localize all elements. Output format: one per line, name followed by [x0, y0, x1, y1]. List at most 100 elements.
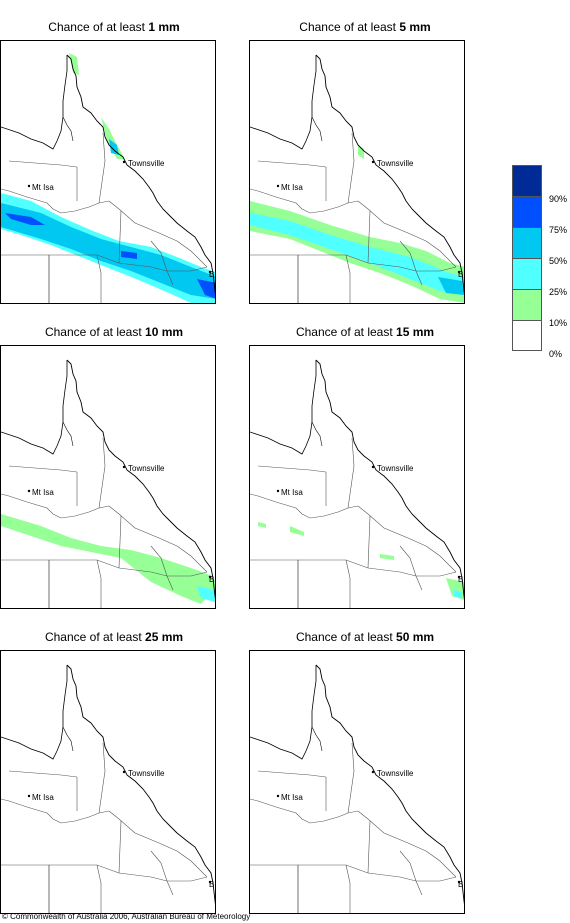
district-boundary [167, 876, 208, 882]
map-50mm: Townsville Mt Isa BRIS [249, 650, 465, 914]
district-boundary [367, 872, 417, 882]
district-boundary [8, 160, 78, 168]
townsville-label: Townsville [377, 769, 414, 778]
townsville-label: Townsville [128, 464, 165, 473]
district-boundary [1, 188, 110, 214]
district-boundary [8, 770, 78, 778]
district-boundary [345, 864, 351, 913]
peninsula-line [62, 116, 74, 142]
district-boundary [118, 820, 122, 874]
district-boundary [347, 742, 355, 814]
district-boundary [257, 770, 327, 778]
mt-isa-label: Mt Isa [281, 793, 303, 802]
district-boundary [347, 132, 355, 204]
peninsula-line [311, 116, 323, 142]
panel-title-10mm: Chance of at least 10 mm [44, 325, 184, 339]
gulf-coastline [1, 360, 68, 455]
bris-label: BRIS [458, 880, 465, 889]
district-boundary [425, 240, 457, 268]
bris-marker [208, 880, 212, 884]
townsville-marker [371, 465, 375, 469]
state-boundary [250, 559, 299, 608]
mt-isa-marker [27, 184, 31, 188]
map-15mm: Townsville Mt Isa BRIS [249, 345, 465, 609]
bris-label: BRIS [209, 880, 216, 889]
bris-marker [208, 270, 212, 274]
district-boundary [118, 210, 122, 264]
rain-probability-area [109, 139, 119, 155]
district-boundary [257, 465, 327, 473]
district-boundary [399, 850, 423, 896]
peninsula-line [311, 421, 323, 447]
townsville-label: Townsville [377, 159, 414, 168]
mt-isa-marker [276, 184, 280, 188]
district-boundary [150, 850, 174, 896]
map-10mm: Townsville Mt Isa BRIS [0, 345, 216, 609]
mt-isa-label: Mt Isa [32, 793, 54, 802]
district-boundary [416, 266, 457, 272]
mt-isa-marker [27, 794, 31, 798]
townsville-marker [122, 465, 126, 469]
district-boundary [176, 850, 208, 878]
mt-isa-marker [27, 489, 31, 493]
district-boundary [118, 872, 168, 882]
district-boundary [345, 254, 351, 303]
district-boundary [367, 262, 417, 272]
bris-marker [208, 575, 212, 579]
state-boundary [1, 559, 50, 608]
district-boundary [345, 559, 351, 608]
legend-swatch-50 [512, 227, 542, 258]
legend-swatch-10 [512, 289, 542, 320]
townsville-label: Townsville [128, 769, 165, 778]
district-boundary [416, 876, 457, 882]
district-boundary [357, 810, 427, 852]
townsville-label: Townsville [377, 464, 414, 473]
rain-probability-area [1, 203, 215, 299]
rain-probability-area [5, 213, 215, 299]
map-1mm: Townsville Mt Isa BRIS [0, 40, 216, 304]
peninsula-line [62, 421, 74, 447]
bris-label: BRIS [209, 270, 216, 279]
townsville-label: Townsville [128, 159, 165, 168]
rain-probability-area [1, 514, 215, 604]
townsville-marker [371, 770, 375, 774]
mt-isa-marker [276, 794, 280, 798]
district-boundary [108, 810, 178, 852]
panel-title-5mm: Chance of at least 5 mm [299, 20, 431, 34]
district-boundary [150, 545, 174, 591]
district-boundary [357, 200, 427, 242]
panel-title-15mm: Chance of at least 15 mm [295, 325, 435, 339]
panel-title-25mm: Chance of at least 25 mm [44, 630, 184, 644]
district-boundary [98, 742, 106, 814]
mt-isa-label: Mt Isa [32, 488, 54, 497]
coastline [315, 54, 464, 295]
copyright-notice: © Commonwealth of Australia 2006, Austra… [2, 912, 251, 921]
rain-probability-area [438, 277, 464, 295]
gulf-coastline [1, 55, 68, 150]
probability-legend [512, 165, 542, 351]
district-boundary [118, 515, 122, 569]
legend-label-25: 25% [549, 287, 568, 297]
district-boundary [367, 210, 371, 264]
state-boundary [250, 864, 299, 913]
district-boundary [425, 545, 457, 573]
townsville-marker [122, 160, 126, 164]
coastline [315, 664, 464, 905]
district-boundary [357, 505, 427, 547]
state-boundary [1, 864, 50, 913]
district-boundary [1, 798, 110, 824]
district-boundary [96, 559, 102, 608]
district-boundary [176, 545, 208, 573]
legend-label-90: 90% [549, 194, 568, 204]
district-boundary [118, 262, 168, 272]
legend-swatch-90 [512, 165, 542, 196]
legend-label-50: 50% [549, 256, 568, 266]
district-boundary [176, 240, 208, 268]
mt-isa-label: Mt Isa [281, 183, 303, 192]
coastline [66, 54, 215, 295]
district-boundary [367, 820, 371, 874]
coastline [66, 664, 215, 905]
coastline [315, 359, 464, 600]
district-boundary [150, 240, 174, 286]
district-boundary [96, 864, 102, 913]
